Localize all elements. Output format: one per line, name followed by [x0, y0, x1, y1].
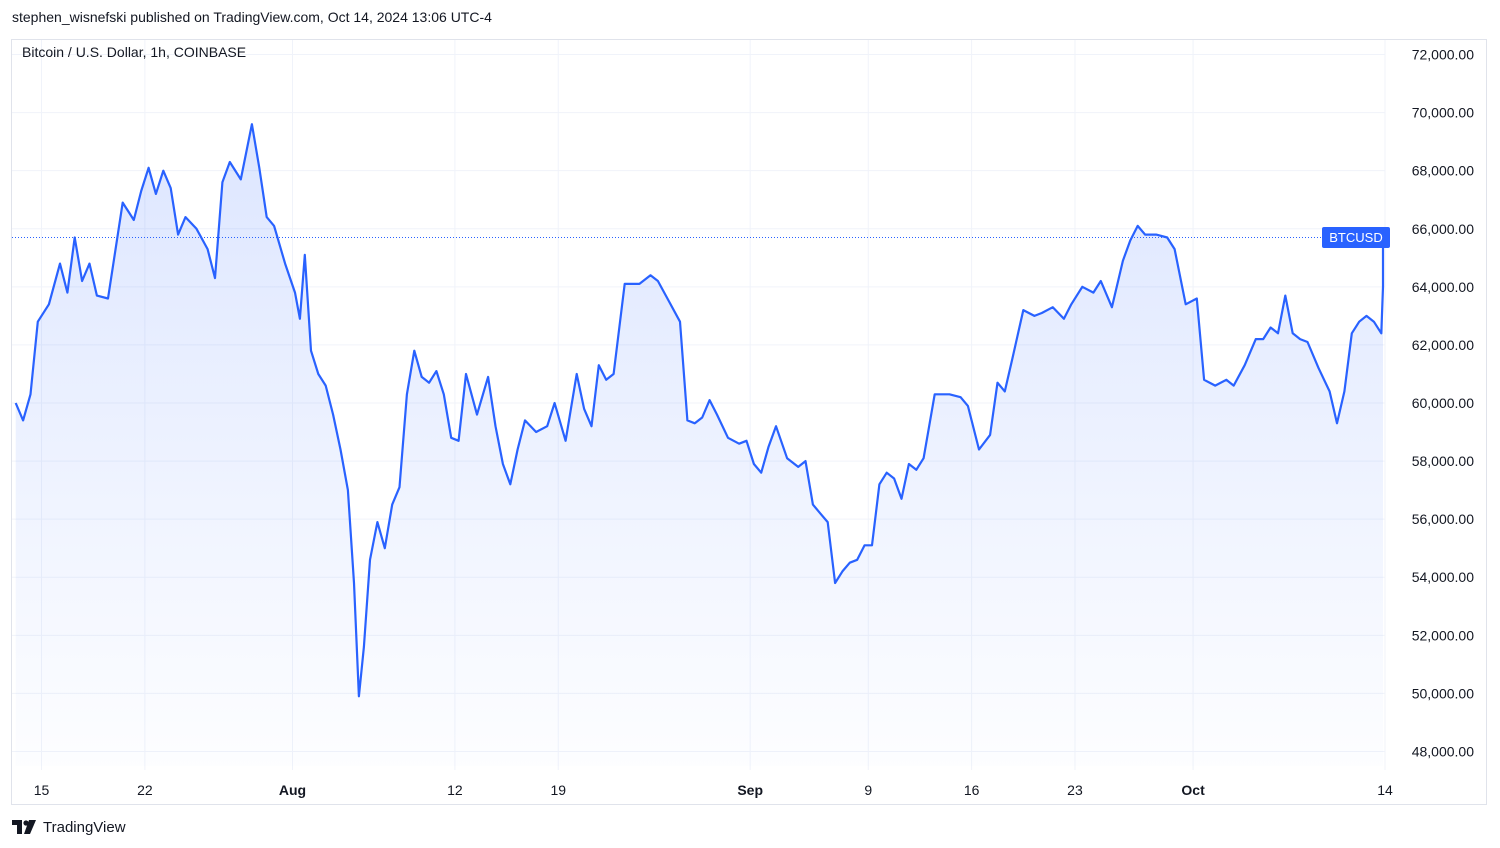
tradingview-logo-icon	[12, 820, 36, 834]
price-tick-label: 56,000.00	[1412, 511, 1474, 527]
price-area-fill	[15, 124, 1384, 766]
symbol-title: Bitcoin / U.S. Dollar, 1h, COINBASE	[22, 44, 247, 60]
chart-frame	[11, 39, 1487, 805]
price-tick-label: 48,000.00	[1412, 743, 1474, 759]
footer-brand: TradingView	[43, 818, 126, 836]
price-tick-label: 52,000.00	[1412, 627, 1474, 643]
time-tick-label: Sep	[737, 782, 763, 798]
price-tick-label: 60,000.00	[1412, 395, 1474, 411]
price-tick-label: 50,000.00	[1412, 685, 1474, 701]
price-tick-label: 68,000.00	[1412, 163, 1474, 179]
time-tick-label: 14	[1377, 782, 1393, 798]
time-tick-label: 15	[34, 782, 50, 798]
ticker-badge-label: BTCUSD	[1329, 230, 1382, 245]
footer: TradingView	[12, 816, 126, 838]
time-axis[interactable]: 15 22 Aug 12 19 Sep 9 16 23 Oct 14	[34, 782, 1393, 798]
time-tick-label: 12	[447, 782, 463, 798]
price-axis[interactable]: 72,000.00 70,000.00 68,000.00 66,000.00 64,0…	[1412, 47, 1474, 760]
time-tick-label: 16	[964, 782, 980, 798]
price-tick-label: 58,000.00	[1412, 453, 1474, 469]
price-tick-label: 64,000.00	[1412, 279, 1474, 295]
time-tick-label: 23	[1067, 782, 1083, 798]
publisher-line: stephen_wisnefski published on TradingVi…	[12, 9, 492, 25]
price-tick-label: 54,000.00	[1412, 569, 1474, 585]
time-tick-label: Oct	[1181, 782, 1205, 798]
price-tick-label: 66,000.00	[1412, 221, 1474, 237]
ticker-badge: BTCUSD	[1322, 226, 1390, 248]
time-tick-label: 19	[550, 782, 566, 798]
price-tick-label: 62,000.00	[1412, 337, 1474, 353]
time-tick-label: Aug	[279, 782, 306, 798]
price-tick-label: 72,000.00	[1412, 47, 1474, 63]
price-line	[14, 123, 1385, 698]
price-tick-label: 70,000.00	[1412, 105, 1474, 121]
time-tick-label: 22	[137, 782, 153, 798]
time-tick-label: 9	[864, 782, 872, 798]
